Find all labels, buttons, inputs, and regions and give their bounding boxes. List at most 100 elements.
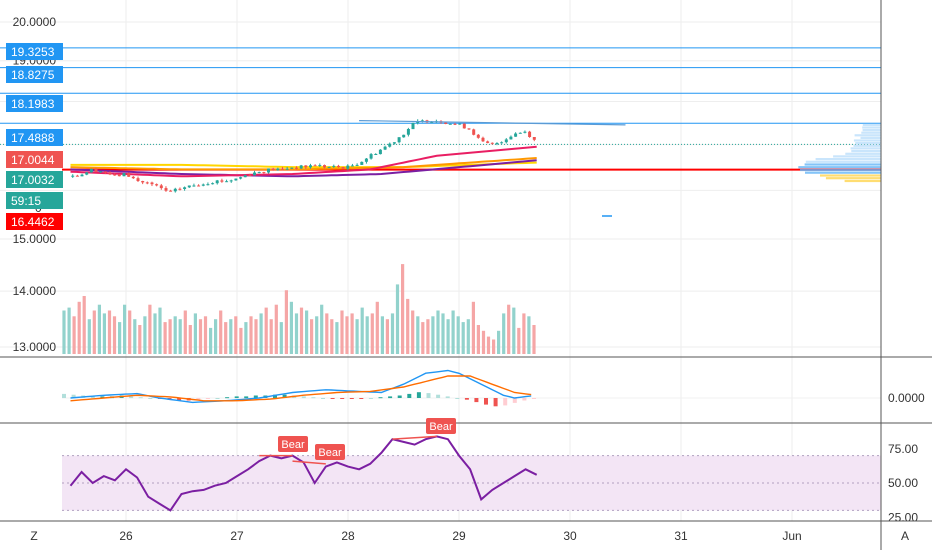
macd-histogram-bar [349,398,354,399]
volume-profile-row [804,163,881,166]
trend-line-segment[interactable] [359,119,626,126]
candle-body [388,143,392,147]
volume-bar [385,319,389,354]
auto-scale-button-label: A [901,529,909,543]
price-label-badge: 19.3253 [6,43,63,60]
price-label-badge: 17.4888 [6,129,63,146]
time-axis[interactable]: 26 27 28 29 30 31 Jun [119,529,801,543]
volume-profile-row [862,126,881,129]
volume-bar [512,307,516,354]
bear-signal-label[interactable]: Bear [426,418,456,434]
candle-body [318,165,322,167]
price-axis-tick-label: 20.0000 [13,15,57,29]
macd-histogram-bar [436,394,441,398]
moving-average-line [70,161,537,169]
volume-profile-row [833,155,881,158]
volume-bar [305,310,309,354]
volume-profile-row [861,131,881,134]
trend-line[interactable] [359,119,626,126]
candle-body [229,180,233,182]
candle-body [332,165,336,167]
time-axis-tick-label: 30 [563,529,577,543]
volume-profile-row [844,179,881,183]
macd-histogram-bar [378,397,383,399]
candle-body [234,178,238,181]
rsi-pane[interactable]: 75.00 50.00 25.00 Bear Bear Bear [62,418,918,524]
bear-signal-label[interactable]: Bear [315,444,345,460]
volume-bar [107,310,112,354]
candle-body [271,168,275,171]
price-label-text: 18.8275 [11,68,55,82]
volume-bar [234,316,238,354]
volume-bar [62,310,66,354]
candle-body [187,185,191,188]
volume-bar [426,319,430,354]
volume-bar [138,325,142,354]
moving-average-line [70,159,537,178]
volume-bar [320,304,324,354]
volume-bar [456,316,460,354]
rsi-axis-tick-label: 50.00 [888,476,918,490]
candle-body [518,132,522,134]
macd-histogram-bar [532,398,536,399]
volume-bar [299,307,304,354]
volume-profile-row [825,177,881,180]
time-axis-tick-label: 31 [674,529,688,543]
volume-bar [214,319,218,354]
volume-profile-row [805,171,881,174]
volume-bar [123,304,127,354]
volume-bar [178,319,182,354]
candle-body [178,188,182,190]
volume-bar [173,316,177,354]
macd-histogram-bar [522,398,527,401]
price-label-badge: 59:15 [6,192,63,209]
volume-bar [128,310,132,354]
candle-body [378,149,382,155]
candle-body [211,183,215,185]
volume-bar [203,316,208,354]
candle-body [75,175,79,177]
time-axis-tick-label: 29 [452,529,466,543]
time-axis-tick-label: Jun [782,529,801,543]
price-axis-tick-label: 15.0000 [13,232,57,246]
candle-body [528,131,532,137]
volume-bar [527,316,531,354]
macd-histogram-bar [273,394,277,398]
macd-histogram-bar [359,398,364,399]
candle-body [369,154,373,159]
macd-histogram-bar [148,398,153,399]
price-label-badge: 18.8275 [6,66,63,83]
volume-bar [92,310,96,354]
bear-signal-bg [315,444,345,460]
price-label-text: 19.3253 [11,45,55,59]
zoom-button[interactable]: Z [30,529,37,543]
volume-bar [289,301,293,354]
macd-histogram-bar [301,396,306,399]
macd-histogram-bar [225,397,230,399]
candle-body [402,134,406,138]
volume-bar [264,307,268,354]
price-pane[interactable]: 20.000019.000018.000015.000014.000013.00… [0,15,881,354]
grid [0,0,881,521]
price-labels: 19.3253 18.8275 18.1983 17.4888 17.0044 17.00… [6,43,63,230]
volume-bar [254,319,258,354]
zoom-button-label: Z [30,529,37,543]
candle-body [448,123,452,125]
auto-scale-button[interactable]: A [901,529,909,543]
candle-body [364,158,368,162]
macd-histogram-bar [512,398,517,403]
candle-body [243,175,247,178]
time-axis-tick-label: 26 [119,529,133,543]
price-label-badge-bg [6,151,63,168]
bear-signal-label[interactable]: Bear [278,436,308,452]
volume-bar [390,313,395,354]
candle-body [248,175,252,177]
volume-bar [532,325,536,354]
macd-histogram-bar [474,398,479,403]
volume-bar [451,310,455,354]
candle-body [458,123,462,125]
macd-pane[interactable]: 0.0000 [62,369,925,407]
macd-histogram-bar [62,393,66,398]
candle-body [117,174,121,177]
